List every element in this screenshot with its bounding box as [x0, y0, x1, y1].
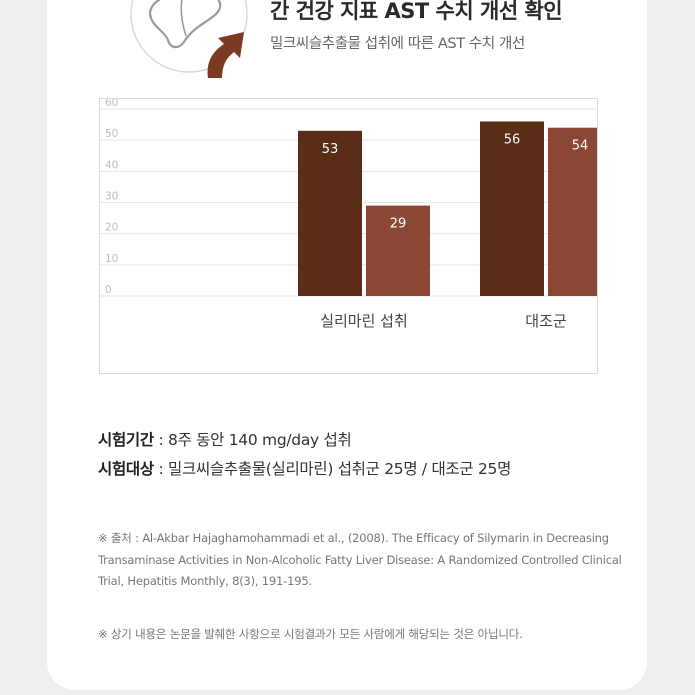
- reference-note: ※ 출처 : Al-Akbar Hajaghamohammadi et al.,…: [98, 531, 622, 588]
- bar: [548, 127, 597, 296]
- y-tick-label: 10: [105, 253, 118, 265]
- disclaimer-note: ※ 상기 내용은 논문을 발췌한 사항으로 시험결과가 모든 사람에게 해당되는…: [98, 627, 523, 641]
- y-tick-label: 40: [105, 159, 118, 171]
- bar-chart: 0 10 20 30 40 50 60 53 29 실리마린 섭취 56 54 대조군: [100, 99, 597, 330]
- y-tick-label: 20: [105, 222, 118, 234]
- study-period-text: : 8주 동안 140 mg/day 섭취: [153, 431, 352, 449]
- study-period-label: 시험기간: [98, 431, 154, 449]
- x-category-label: 대조군: [525, 312, 567, 330]
- chart-panel: 0 10 20 30 40 50 60 53 29 실리마린 섭취 56 54 대조군: [99, 98, 598, 374]
- study-subjects: 시험대상 : 밀크씨슬추출물(실리마린) 섭취군 25명 / 대조군 25명: [98, 457, 511, 479]
- bar-value-label: 56: [504, 132, 521, 147]
- liver-icon: [148, 0, 222, 49]
- study-period: 시험기간 : 8주 동안 140 mg/day 섭취: [98, 428, 352, 450]
- y-tick-label: 50: [105, 128, 118, 140]
- illustration: [130, 0, 248, 78]
- y-tick-label: 60: [105, 99, 118, 109]
- bar-value-label: 29: [390, 217, 407, 232]
- bar: [366, 205, 430, 296]
- bar: [480, 121, 544, 296]
- y-tick-label: 0: [105, 284, 112, 296]
- study-subjects-label: 시험대상: [98, 460, 154, 478]
- bar: [298, 130, 362, 296]
- bar-value-label: 53: [322, 142, 339, 157]
- study-subjects-text: : 밀크씨슬추출물(실리마린) 섭취군 25명 / 대조군 25명: [153, 460, 512, 478]
- bar-value-label: 54: [572, 139, 589, 154]
- y-tick-label: 30: [105, 191, 118, 203]
- chart-title: 간 건강 지표 AST 수치 개선 확인: [270, 0, 563, 23]
- chart-subtitle: 밀크씨슬추출물 섭취에 따른 AST 수치 개선: [270, 36, 525, 52]
- x-category-label: 실리마린 섭취: [320, 312, 408, 330]
- up-arrow-icon: [207, 32, 244, 78]
